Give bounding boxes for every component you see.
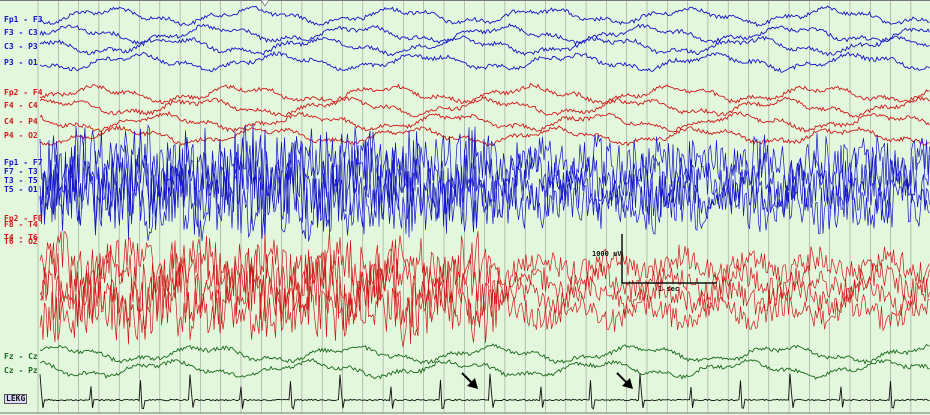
channel-trace bbox=[39, 358, 930, 380]
calibration-amplitude-label: 1000 uV bbox=[592, 250, 622, 258]
channel-label: P4 - O2 bbox=[4, 131, 38, 140]
channel-trace bbox=[39, 124, 930, 147]
channel-label: T4 - T6 bbox=[4, 233, 38, 242]
channel-trace bbox=[39, 277, 930, 348]
channel-label: Fp2 - F8 bbox=[4, 214, 43, 223]
calibration-time-label: 1 sec bbox=[658, 285, 680, 293]
channel-label: F3 - C3 bbox=[4, 28, 38, 37]
top-marker-icon bbox=[260, 0, 270, 7]
channel-trace bbox=[39, 260, 930, 332]
channel-label: T3 - T5 bbox=[4, 176, 38, 185]
channel-label: C4 - P4 bbox=[4, 117, 38, 126]
channel-label: Fz - Cz bbox=[4, 352, 38, 361]
channel-trace bbox=[39, 51, 930, 73]
channel-trace bbox=[39, 151, 930, 232]
channel-trace bbox=[39, 35, 930, 57]
channel-label: Fp1 - F3 bbox=[4, 15, 43, 24]
channel-label: Fp2 - F4 bbox=[4, 88, 43, 97]
time-gridlines bbox=[37, 0, 912, 413]
channel-trace bbox=[39, 95, 930, 118]
channel-label: Cz - Pz bbox=[4, 366, 38, 375]
channel-traces bbox=[39, 5, 930, 410]
channel-trace bbox=[39, 82, 930, 105]
channel-label: F7 - T3 bbox=[4, 167, 38, 176]
channel-label: F8 - T4 bbox=[4, 220, 38, 229]
channel-trace bbox=[39, 373, 930, 410]
channel-label: C3 - P3 bbox=[4, 42, 38, 51]
channel-label: LEKG bbox=[4, 394, 28, 404]
channel-trace bbox=[39, 110, 930, 133]
channel-trace bbox=[39, 343, 930, 365]
channel-label: Fp1 - F7 bbox=[4, 158, 43, 167]
channel-label: P3 - O1 bbox=[4, 58, 38, 67]
channel-label: T5 - O1 bbox=[4, 185, 38, 194]
channel-label: F4 - C4 bbox=[4, 101, 38, 110]
channel-label: T6 - O2 bbox=[4, 237, 38, 246]
calibration-bar bbox=[621, 234, 717, 284]
channel-trace bbox=[39, 5, 930, 28]
arrow-icon bbox=[461, 372, 478, 389]
channel-trace bbox=[39, 164, 930, 242]
channel-trace bbox=[39, 23, 930, 46]
arrow-icon bbox=[616, 372, 633, 389]
channel-trace bbox=[39, 137, 930, 219]
